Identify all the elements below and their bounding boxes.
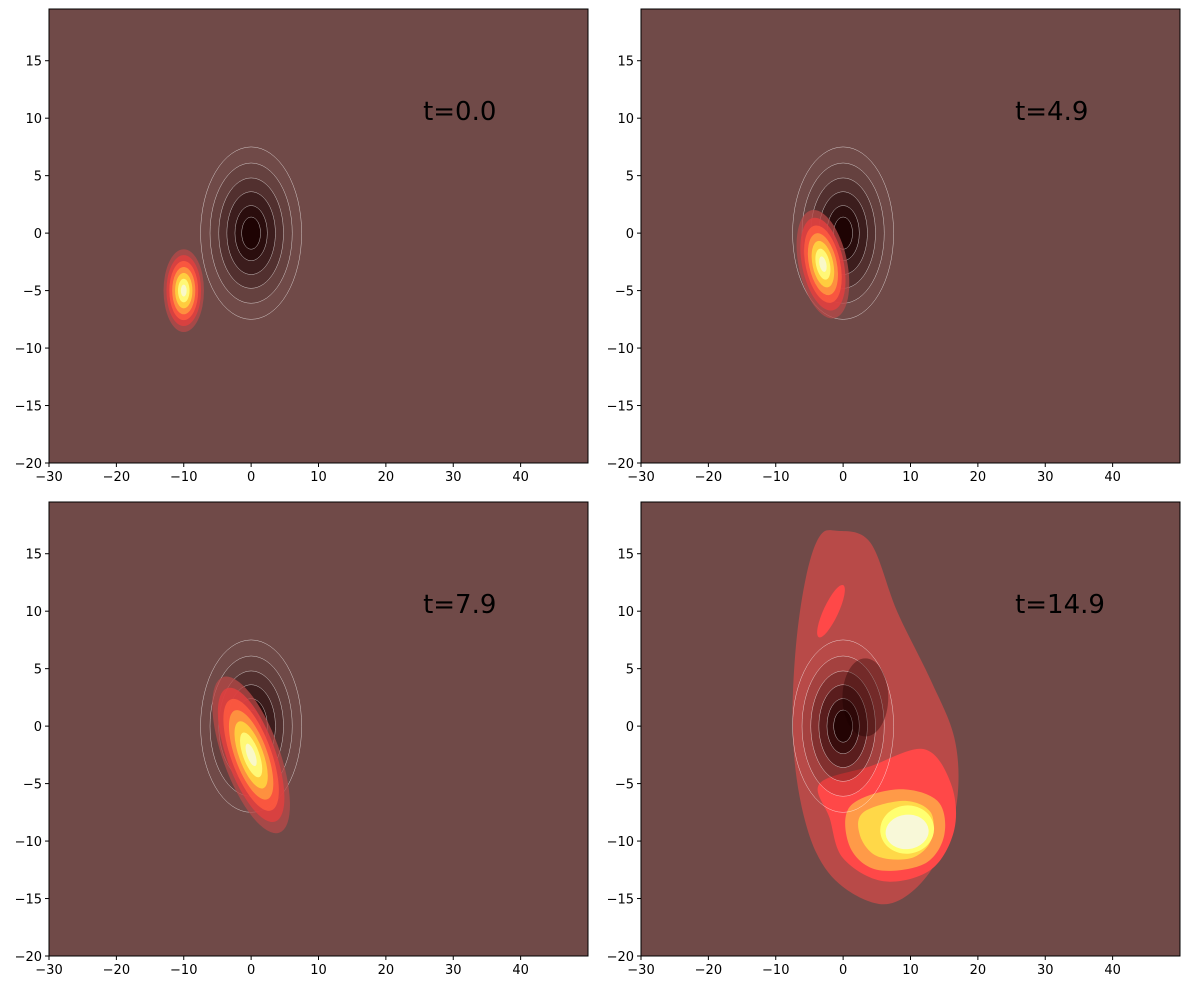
contour-region	[819, 256, 827, 272]
x-tick-label: −10	[762, 963, 789, 978]
y-tick-label: 0	[626, 720, 634, 735]
x-tick-label: 20	[970, 470, 987, 485]
y-tick-label: −20	[15, 457, 42, 472]
y-tick-label: −5	[615, 285, 634, 300]
annotation: t=7.9	[423, 590, 496, 620]
y-tick-label: −5	[23, 778, 42, 793]
contour-region	[792, 146, 894, 320]
x-tick-label: 40	[512, 470, 529, 485]
x-tick-label: −10	[762, 470, 789, 485]
y-tick-label: 5	[626, 170, 634, 185]
x-tick-label: −30	[35, 470, 62, 485]
x-tick-label: 40	[1104, 470, 1121, 485]
x-tick-label: 10	[310, 963, 327, 978]
x-tick-label: 40	[512, 963, 529, 978]
annotation: t=0.0	[423, 97, 496, 127]
contour-region	[180, 284, 187, 297]
x-tick-label: 10	[310, 470, 327, 485]
x-tick-label: −20	[103, 963, 130, 978]
contour-region	[842, 658, 889, 737]
background	[641, 9, 1180, 463]
y-tick-label: 0	[626, 227, 634, 242]
x-tick-label: −30	[627, 470, 654, 485]
contour-region	[885, 814, 929, 850]
plot-area	[49, 9, 588, 463]
y-tick-label: −15	[607, 400, 634, 415]
y-tick-label: −15	[15, 893, 42, 908]
contour-region	[241, 216, 261, 250]
y-tick-label: 5	[34, 170, 42, 185]
plot-area	[49, 502, 588, 956]
contour-region	[200, 146, 302, 320]
y-tick-label: −10	[607, 835, 634, 850]
y-tick-label: −10	[607, 342, 634, 357]
x-tick-label: 0	[839, 470, 847, 485]
y-tick-label: −15	[607, 893, 634, 908]
annotation: t=4.9	[1015, 97, 1088, 127]
y-tick-label: −20	[607, 457, 634, 472]
x-tick-label: 10	[902, 470, 919, 485]
y-tick-label: 15	[617, 55, 634, 70]
background	[49, 9, 588, 463]
x-tick-label: −10	[170, 470, 197, 485]
x-tick-label: 20	[970, 963, 987, 978]
x-tick-label: 0	[247, 963, 255, 978]
y-tick-label: −5	[23, 285, 42, 300]
contour-region	[833, 709, 853, 743]
background	[49, 502, 588, 956]
x-tick-label: 0	[247, 470, 255, 485]
x-tick-label: 20	[378, 963, 395, 978]
plot-area	[641, 502, 1180, 956]
x-tick-label: −10	[170, 963, 197, 978]
y-tick-label: 5	[34, 663, 42, 678]
y-tick-label: −20	[607, 950, 634, 965]
x-tick-label: 30	[1037, 470, 1054, 485]
x-tick-label: 30	[445, 470, 462, 485]
contour-region	[817, 584, 845, 638]
y-tick-label: 0	[34, 227, 42, 242]
y-tick-label: 10	[617, 605, 634, 620]
y-tick-label: 15	[25, 548, 42, 563]
annotation: t=14.9	[1015, 590, 1105, 620]
x-tick-label: −20	[695, 963, 722, 978]
x-tick-label: 40	[1104, 963, 1121, 978]
x-tick-label: 30	[1037, 963, 1054, 978]
y-tick-label: −10	[15, 342, 42, 357]
y-tick-label: 10	[25, 112, 42, 127]
y-tick-label: 0	[34, 720, 42, 735]
y-tick-label: −20	[15, 950, 42, 965]
x-tick-label: 0	[839, 963, 847, 978]
y-tick-label: 10	[617, 112, 634, 127]
y-tick-label: −5	[615, 778, 634, 793]
x-tick-label: −30	[627, 963, 654, 978]
contour-region	[792, 639, 894, 813]
y-tick-label: −15	[15, 400, 42, 415]
y-tick-label: 5	[626, 663, 634, 678]
plot-area	[641, 9, 1180, 463]
y-tick-label: −10	[15, 835, 42, 850]
y-tick-label: 15	[25, 55, 42, 70]
x-tick-label: −30	[35, 963, 62, 978]
x-tick-label: 20	[378, 470, 395, 485]
x-tick-label: −20	[103, 470, 130, 485]
y-tick-label: 15	[617, 548, 634, 563]
x-tick-label: −20	[695, 470, 722, 485]
contour-region	[245, 743, 257, 767]
y-tick-label: 10	[25, 605, 42, 620]
x-tick-label: 10	[902, 963, 919, 978]
x-tick-label: 30	[445, 963, 462, 978]
